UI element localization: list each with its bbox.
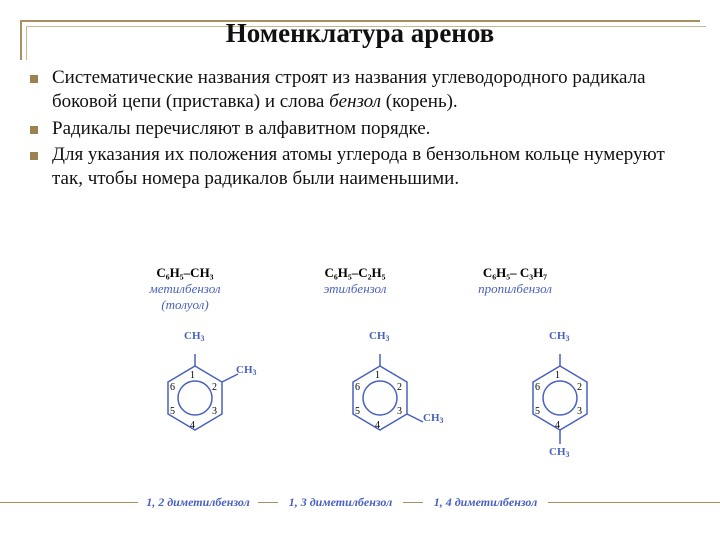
- structures-row: CH3 CH3 1 2 3 4 5 6 CH3 CH3 1 2 3 4 5 6: [110, 330, 670, 490]
- ch3-side-label: CH3: [423, 412, 443, 425]
- accent-line: [403, 502, 423, 503]
- ch3-bottom-label: CH3: [549, 446, 569, 459]
- formula-top: C₆H₅– C₃H₇: [450, 265, 580, 281]
- benzene-ring-icon: [150, 344, 240, 464]
- formula-name: этилбензол: [290, 281, 420, 297]
- ch3-top-label: CH3: [369, 330, 389, 343]
- structure-name: 1, 3 диметилбензол: [278, 495, 403, 510]
- structure-name: 1, 2 диметилбензол: [138, 495, 258, 510]
- ch3-top-label: CH3: [184, 330, 204, 343]
- formula-block: C₆H₅– C₃H₇ пропилбензол: [450, 265, 580, 297]
- accent-line: [0, 502, 138, 503]
- bullet-item: Радикалы перечисляют в алфавитном порядк…: [30, 117, 700, 141]
- formula-name: метилбензол: [120, 281, 250, 297]
- bullet-item: Систематические названия строят из назва…: [30, 66, 700, 115]
- bullet-text: Радикалы перечисляют в алфавитном порядк…: [52, 117, 430, 141]
- bullet-icon: [30, 126, 38, 134]
- accent-line: [258, 502, 278, 503]
- formula-block: C₆H₅–C₂H₅ этилбензол: [290, 265, 420, 297]
- formula-top: C₆H₅–CH₃: [120, 265, 250, 281]
- accent-line: [548, 502, 720, 503]
- bullet-text: Для указания их положения атомы углерода…: [52, 143, 700, 192]
- bullet-icon: [30, 152, 38, 160]
- formula-block: C₆H₅–CH₃ метилбензол (толуол): [120, 265, 250, 313]
- ch3-top-label: CH3: [549, 330, 569, 343]
- names-row: 1, 2 диметилбензол 1, 3 диметилбензол 1,…: [0, 495, 720, 510]
- bullet-icon: [30, 75, 38, 83]
- structure-name: 1, 4 диметилбензол: [423, 495, 548, 510]
- benzene-ring-icon: [335, 344, 435, 464]
- formula-top: C₆H₅–C₂H₅: [290, 265, 420, 281]
- formula-sub: (толуол): [120, 297, 250, 313]
- slide-title: Номенклатура аренов: [0, 18, 720, 49]
- formula-name: пропилбензол: [450, 281, 580, 297]
- bullet-text: Систематические названия строят из назва…: [52, 66, 700, 115]
- bullet-item: Для указания их положения атомы углерода…: [30, 143, 700, 192]
- bullet-list: Систематические названия строят из назва…: [30, 66, 700, 194]
- ch3-side-label: CH3: [236, 364, 256, 377]
